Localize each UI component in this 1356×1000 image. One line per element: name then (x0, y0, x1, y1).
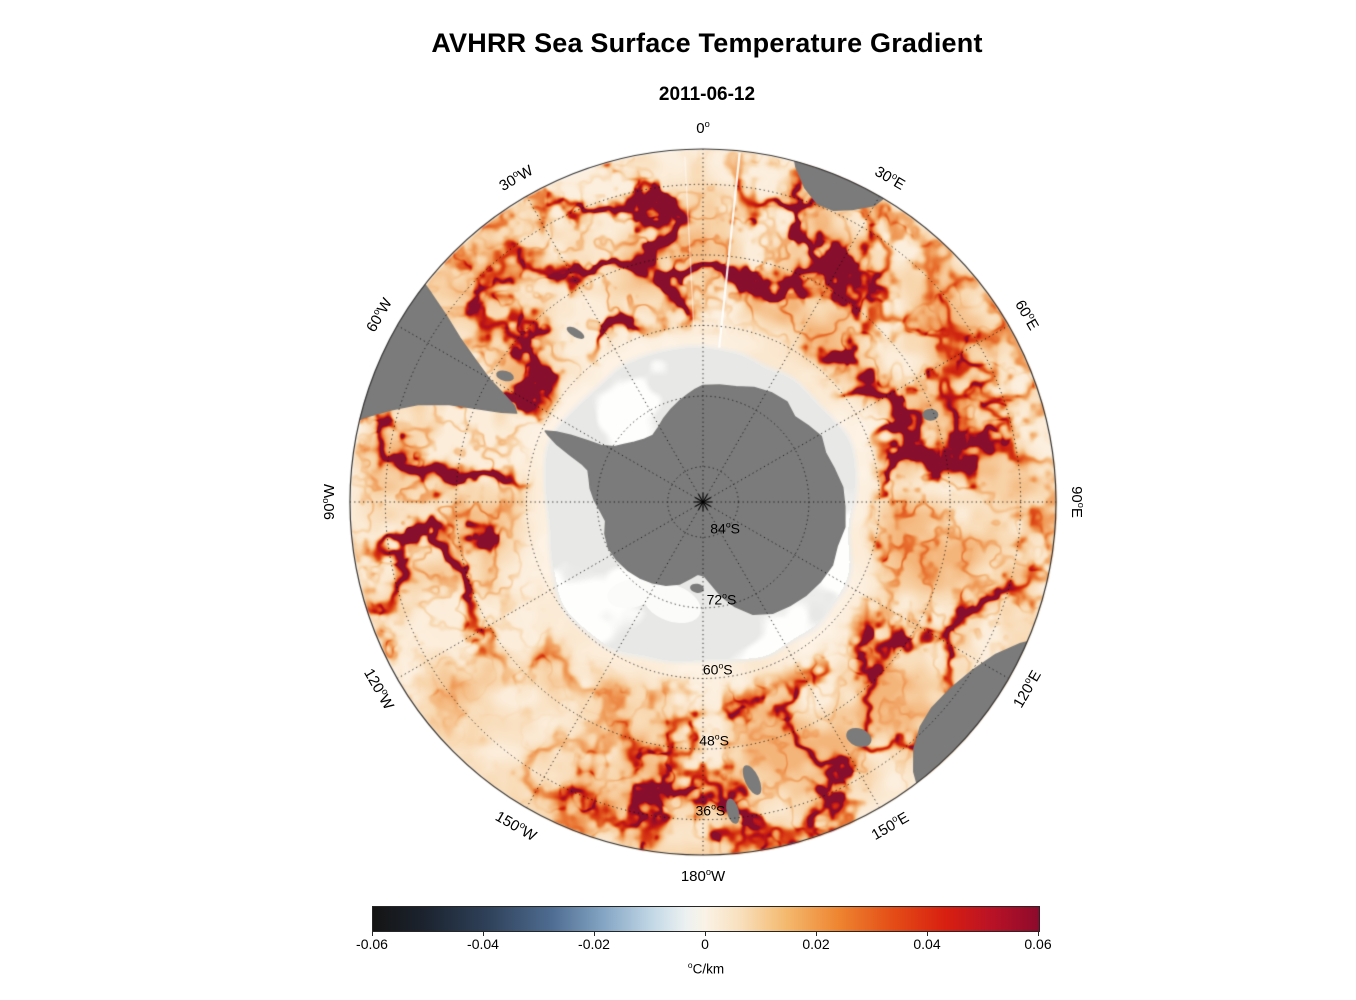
latitude-label-72S: 72oS (706, 590, 737, 608)
colorbar-tick-mark--0.04 (483, 931, 484, 936)
colorbar-tick-mark-0.04 (927, 931, 928, 936)
colorbar-gradient-bar (372, 906, 1040, 932)
colorbar-tick-mark--0.06 (372, 931, 373, 936)
colorbar-tick-label--0.04: -0.04 (467, 936, 499, 952)
meridian-label-180W: 180oW (680, 867, 726, 885)
colorbar-tick-label-0: 0 (701, 936, 709, 952)
meridian-label-0: 0o (696, 119, 710, 137)
meridian-label-90W: 90oW (320, 483, 338, 521)
latitude-label-36S: 36oS (695, 801, 726, 819)
latitude-label-84S: 84oS (710, 519, 741, 537)
unit-text: C/km (692, 961, 725, 977)
colorbar-tick-label-0.02: 0.02 (802, 936, 830, 952)
latitude-label-48S: 48oS (699, 731, 729, 749)
chart-subtitle: 2011-06-12 (658, 84, 756, 105)
colorbar-tick-label-0.04: 0.04 (913, 936, 941, 952)
colorbar-tick-label--0.06: -0.06 (356, 936, 388, 952)
colorbar-tick-mark-0.06 (1038, 931, 1039, 936)
polar-sst-gradient-map (347, 146, 1059, 858)
degree-symbol: o (687, 960, 693, 970)
colorbar-tick-mark-0.02 (816, 931, 817, 936)
colorbar-tick-mark--0.02 (594, 931, 595, 936)
latitude-label-60S: 60oS (702, 660, 733, 678)
meridian-label-90E: 90oE (1068, 486, 1086, 518)
colorbar-tick-mark-0 (705, 931, 706, 936)
colorbar-tick-label-0.06: 0.06 (1024, 936, 1052, 952)
colorbar-unit-label: oC/km (688, 960, 724, 977)
chart-title: AVHRR Sea Surface Temperature Gradient (431, 28, 983, 58)
colorbar-tick-label--0.02: -0.02 (578, 936, 610, 952)
